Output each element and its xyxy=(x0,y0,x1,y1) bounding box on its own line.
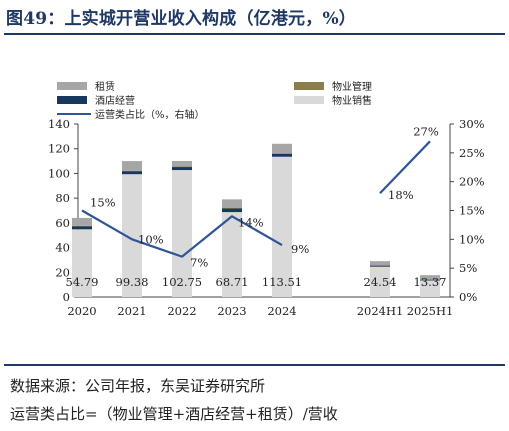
x-tick-label: 2020 xyxy=(67,304,96,318)
bar-segment-rent xyxy=(122,161,142,171)
bar-segment-rent xyxy=(222,199,242,209)
bar-segment-hotel xyxy=(420,279,440,281)
legend-swatch-property-sales xyxy=(294,96,324,104)
left-y-tick-label: 0 xyxy=(63,290,70,304)
bar-segment-property-sales xyxy=(222,212,242,297)
right-y-tick-label: 5% xyxy=(459,261,477,275)
bar-segment-hotel xyxy=(172,166,192,171)
bar-segment-rent xyxy=(272,143,292,154)
bar-segment-property-mgmt xyxy=(272,153,292,154)
bar-segment-property-sales xyxy=(172,170,192,297)
bar-data-label: 102.75 xyxy=(162,275,202,289)
left-y-tick-label: 80 xyxy=(55,191,70,205)
left-y-tick-label: 120 xyxy=(48,142,70,156)
x-tick-label: 2023 xyxy=(217,304,246,318)
legend-swatch-rent xyxy=(57,82,87,90)
bar-segment-rent xyxy=(172,161,192,167)
legend-label: 物业销售 xyxy=(332,94,372,107)
right-y-tick-label: 10% xyxy=(459,232,485,246)
bar-segment-property-mgmt xyxy=(72,225,92,227)
left-y-tick-label: 100 xyxy=(48,166,70,180)
bar-data-label: 68.71 xyxy=(216,275,249,289)
left-y-tick-label: 140 xyxy=(48,117,70,131)
bar-segment-property-sales xyxy=(370,266,390,297)
legend-swatch-property-mgmt xyxy=(294,82,324,90)
bar-data-label: 99.38 xyxy=(116,275,149,289)
ratio-line-segment xyxy=(379,140,431,194)
left-y-tick-label: 40 xyxy=(55,241,70,255)
bar-segment-property-mgmt xyxy=(222,208,242,209)
bar-segment-property-mgmt xyxy=(370,265,390,266)
source-note: 数据来源：公司年报，东吴证券研究所 xyxy=(10,377,266,395)
footer-divider xyxy=(4,364,505,366)
right-y-tick-label: 30% xyxy=(459,117,485,131)
ratio-data-label: 27% xyxy=(413,124,439,138)
ratio-line-series: 15% 10% 7% 14% 9% 18% 27% xyxy=(81,124,439,270)
bar-segment-property-sales xyxy=(272,156,292,297)
axes: 0 20 40 60 80 100 120 140 0% 5% 10% 15% 20% 25% 30% 202… xyxy=(48,117,485,318)
bar-segment-property-mgmt xyxy=(122,170,142,172)
legend-label: 运营类占比（%，右轴） xyxy=(95,108,205,121)
legend-label: 酒店经营 xyxy=(95,94,135,107)
x-tick-label: 2024H1 xyxy=(357,304,404,318)
ratio-data-label: 18% xyxy=(388,188,414,202)
right-y-tick-label: 0% xyxy=(459,290,477,304)
right-y-tick-label: 15% xyxy=(459,204,485,218)
legend-label: 物业管理 xyxy=(332,80,372,93)
ratio-data-label: 10% xyxy=(138,232,164,246)
bar-data-label: 13.37 xyxy=(414,275,447,289)
bar-segment-hotel xyxy=(122,171,142,175)
chart-title: 图49：上实城开营业收入构成（亿港元，%） xyxy=(6,9,357,29)
bar-segment-property-mgmt xyxy=(420,279,440,280)
bars: 54.79 99.38 102.75 68.71 113.51 24.54 13.37 xyxy=(66,143,447,297)
bar-segment-rent xyxy=(370,261,390,266)
x-tick-label: 2025H1 xyxy=(407,304,454,318)
ratio-data-label: 9% xyxy=(291,242,309,256)
legend-swatch-hotel xyxy=(57,96,87,104)
ratio-definition-note: 运营类占比=（物业管理+酒店经营+租赁）/营收 xyxy=(10,405,338,423)
bar-data-label: 113.51 xyxy=(262,275,302,289)
legend-label: 租赁 xyxy=(95,80,115,93)
right-y-tick-label: 20% xyxy=(459,175,485,189)
ratio-data-label: 15% xyxy=(90,196,116,210)
bar-segment-property-sales xyxy=(72,229,92,297)
bar-segment-hotel xyxy=(370,265,390,267)
bar-segment-hotel xyxy=(272,153,292,157)
bar-segment-rent xyxy=(420,275,440,280)
x-tick-label: 2024 xyxy=(267,304,296,318)
bar-segment-hotel xyxy=(72,226,92,230)
bar-segment-property-sales xyxy=(420,280,440,297)
x-tick-label: 2021 xyxy=(117,304,146,318)
bar-segment-hotel xyxy=(222,208,242,213)
bar-data-label: 24.54 xyxy=(364,275,397,289)
left-y-tick-label: 20 xyxy=(55,265,70,279)
left-y-tick-label: 60 xyxy=(55,216,70,230)
bar-data-label: 54.79 xyxy=(66,275,99,289)
ratio-data-label: 14% xyxy=(238,215,264,229)
ratio-data-label: 7% xyxy=(190,256,208,270)
bar-segment-property-sales xyxy=(122,174,142,297)
right-y-tick-label: 25% xyxy=(459,146,485,160)
bar-segment-property-mgmt xyxy=(172,166,192,168)
x-tick-label: 2022 xyxy=(167,304,196,318)
bar-segment-rent xyxy=(72,217,92,226)
title-divider xyxy=(4,33,505,35)
